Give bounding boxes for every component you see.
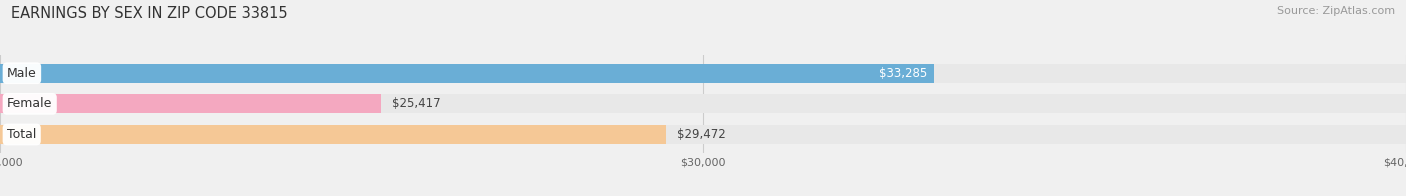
Bar — [0, 94, 1406, 113]
Text: EARNINGS BY SEX IN ZIP CODE 33815: EARNINGS BY SEX IN ZIP CODE 33815 — [11, 6, 288, 21]
Text: $33,285: $33,285 — [879, 67, 927, 80]
Text: Female: Female — [7, 97, 52, 110]
Bar — [0, 94, 381, 113]
Text: $29,472: $29,472 — [678, 128, 725, 141]
Text: Total: Total — [7, 128, 37, 141]
Bar — [0, 125, 1406, 144]
Text: Male: Male — [7, 67, 37, 80]
Text: $25,417: $25,417 — [392, 97, 440, 110]
Bar — [0, 125, 666, 144]
Bar — [0, 64, 1406, 83]
Text: Source: ZipAtlas.com: Source: ZipAtlas.com — [1277, 6, 1395, 16]
Bar — [0, 64, 934, 83]
